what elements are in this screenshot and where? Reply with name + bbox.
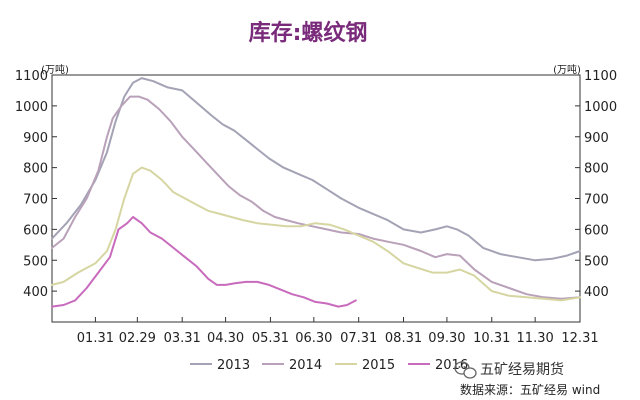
x-tick-label: 02.29 xyxy=(119,331,156,346)
right-tick-label: 700 xyxy=(584,193,609,208)
right-tick-label: 1000 xyxy=(584,100,617,115)
series-line-2013 xyxy=(51,77,581,262)
x-tick-label: 05.31 xyxy=(252,331,289,346)
right-axis-unit: (万吨) xyxy=(553,63,581,76)
chart-title: 库存:螺纹钢 xyxy=(249,20,368,46)
left-tick-label: 700 xyxy=(23,193,48,208)
x-tick-label: 08.31 xyxy=(385,331,422,346)
wechat-icon xyxy=(454,361,477,379)
left-tick-label: 1100 xyxy=(15,69,48,84)
series-line-2016 xyxy=(51,216,357,308)
legend-label-2016: 2016 xyxy=(435,358,468,373)
right-tick-label: 900 xyxy=(584,131,609,146)
x-tick-label: 03.31 xyxy=(164,331,201,346)
series-lines xyxy=(51,77,581,308)
x-tick-label: 10.31 xyxy=(473,331,510,346)
legend-label-2014: 2014 xyxy=(289,358,322,373)
right-tick-label: 400 xyxy=(584,285,609,300)
left-axis-ticks: 400 500 600 700 800 900 1000 1100 xyxy=(15,69,57,300)
x-tick-label: 09.30 xyxy=(428,331,465,346)
x-tick-label: 12.31 xyxy=(561,331,598,346)
watermark: 五矿经易期货 xyxy=(454,361,564,379)
left-tick-label: 400 xyxy=(23,285,48,300)
series-line-2014 xyxy=(51,95,581,300)
right-tick-label: 1100 xyxy=(584,69,617,84)
legend-label-2013: 2013 xyxy=(217,358,250,373)
right-tick-label: 800 xyxy=(584,162,609,177)
legend: 2013 2014 2015 2016 xyxy=(190,358,468,373)
right-tick-label: 600 xyxy=(584,223,609,238)
left-tick-label: 800 xyxy=(23,162,48,177)
x-tick-label: 04.30 xyxy=(207,331,244,346)
left-tick-label: 1000 xyxy=(15,100,48,115)
x-tick-label: 07.31 xyxy=(340,331,377,346)
x-axis-ticks: 01.31 02.29 03.31 04.30 05.31 06.30 07.31 08.31… xyxy=(77,317,599,346)
left-tick-label: 900 xyxy=(23,131,48,146)
right-tick-label: 500 xyxy=(584,254,609,269)
left-tick-label: 500 xyxy=(23,254,48,269)
x-tick-label: 11.30 xyxy=(517,331,554,346)
right-axis-ticks: 400 500 600 700 800 900 1000 1100 xyxy=(575,69,617,300)
series-line-2015 xyxy=(51,166,581,302)
source-note: 数据来源：五矿经易 wind xyxy=(460,382,600,397)
x-tick-label: 01.31 xyxy=(77,331,114,346)
x-tick-label: 06.30 xyxy=(295,331,332,346)
legend-label-2015: 2015 xyxy=(362,358,395,373)
left-tick-label: 600 xyxy=(23,223,48,238)
left-axis-unit: (万吨) xyxy=(41,63,69,76)
watermark-text: 五矿经易期货 xyxy=(480,361,564,378)
